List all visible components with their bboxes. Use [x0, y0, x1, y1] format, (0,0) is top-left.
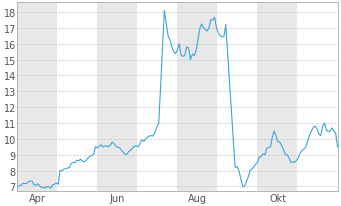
Bar	[17, 4, 57, 191]
Bar	[97, 4, 137, 191]
Bar	[257, 4, 297, 191]
Bar	[177, 4, 218, 191]
